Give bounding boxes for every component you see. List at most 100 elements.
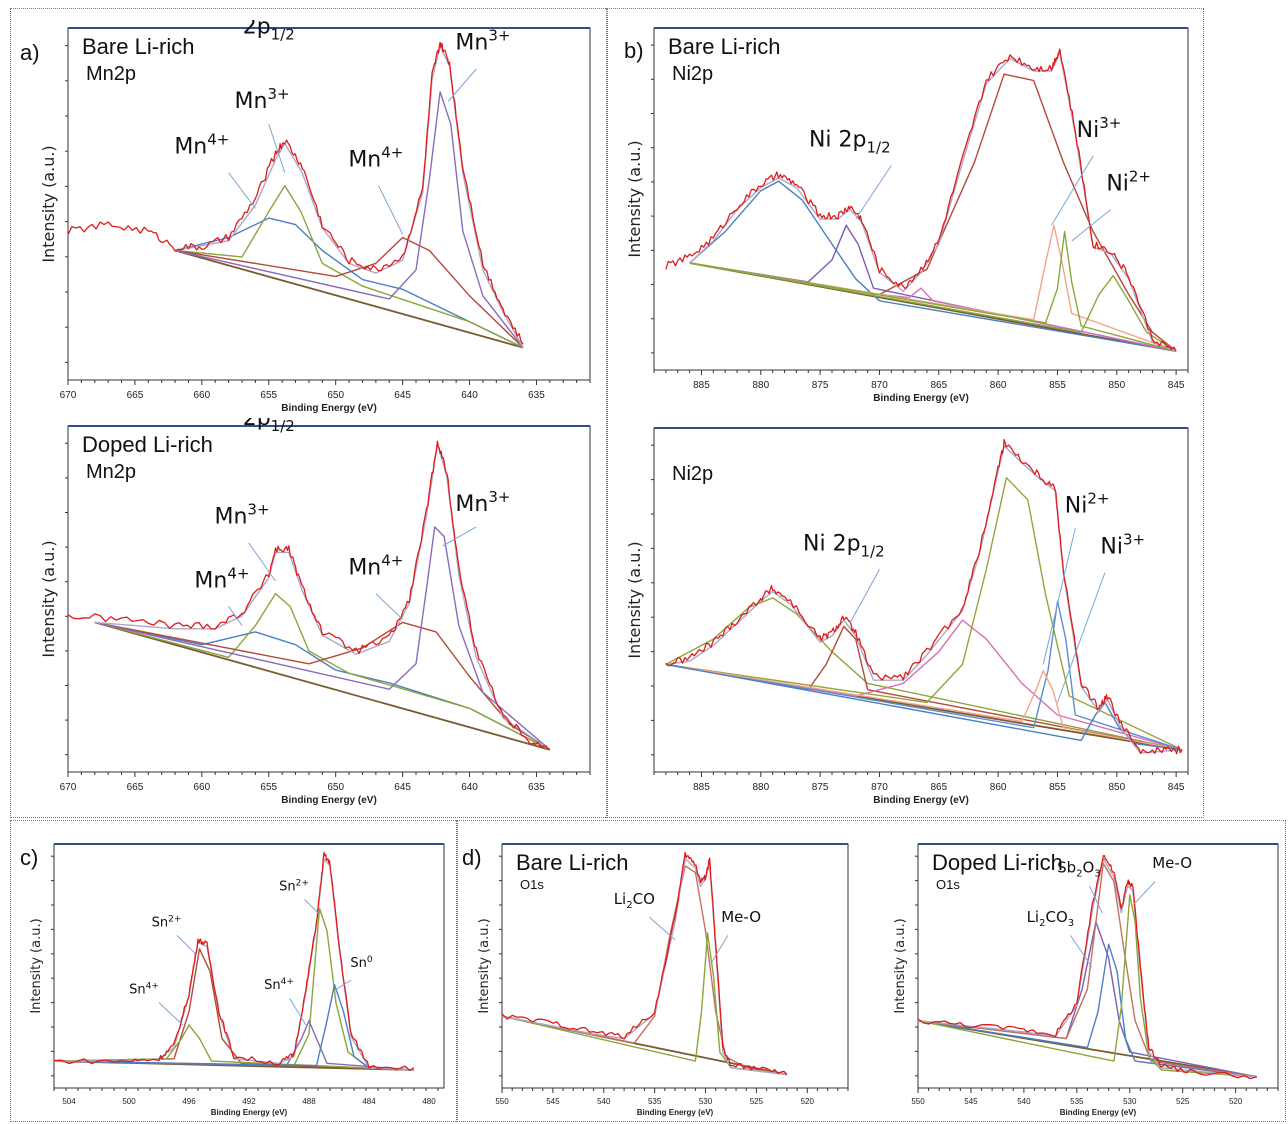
x-axis-label: Binding Energy (eV): [211, 1108, 288, 1117]
x-tick-label: 670: [60, 782, 77, 793]
y-axis-label: Intensity (a.u.): [477, 918, 492, 1013]
fit-envelope: [917, 857, 1257, 1078]
x-tick-label: 535: [1070, 1097, 1084, 1106]
fit-component: [175, 185, 524, 349]
raw-spectrum: [917, 854, 1257, 1080]
annotation-leader: [378, 185, 404, 235]
annotation-leader: [268, 124, 286, 173]
x-tick-label: 488: [302, 1097, 316, 1106]
x-tick-label: 650: [327, 782, 344, 793]
fit-component: [665, 597, 1183, 751]
peak-annotation: Ni 2p1/2: [809, 128, 891, 157]
x-tick-label: 855: [1049, 380, 1066, 391]
annotation-leader: [649, 917, 676, 941]
x-tick-label: 525: [1176, 1097, 1190, 1106]
x-tick-label: 530: [699, 1097, 713, 1106]
x-tick-label: 550: [495, 1097, 509, 1106]
chart-a-bare-mn2p: 670 665 660 655 650 645 640 635 Binding Energy (…: [30, 20, 596, 420]
x-tick-label: 520: [801, 1097, 815, 1106]
fit-component: [689, 230, 1177, 352]
x-tick-label: 865: [930, 782, 947, 793]
x-tick-label: 540: [597, 1097, 611, 1106]
peak-annotation: Mn3+: [455, 27, 510, 56]
x-tick-label: 855: [1049, 782, 1066, 793]
plot-frame: [653, 27, 1189, 371]
peak-annotation: Sb2O3: [1057, 858, 1101, 879]
peak-annotation: Sn2+: [279, 878, 309, 894]
chart-subtitle: Ni2p: [672, 463, 713, 485]
peak-annotation: Mn4+: [348, 143, 403, 172]
annotation-leader: [1042, 528, 1076, 665]
peak-annotation: Ni2+: [1065, 489, 1110, 518]
x-tick-label: 665: [127, 390, 144, 401]
fit-component: [665, 663, 1183, 751]
x-tick-label: 640: [461, 390, 478, 401]
peak-annotation: Ni3+: [1100, 531, 1145, 560]
x-tick-label: 870: [871, 782, 888, 793]
chart-title: Bare Li-rich: [82, 34, 194, 59]
x-tick-label: 660: [194, 782, 211, 793]
raw-spectrum: [67, 440, 551, 751]
peak-annotation: Li2CO3: [1027, 908, 1075, 929]
peak-annotation: Ni2+: [1106, 168, 1151, 197]
background-baseline: [94, 621, 551, 751]
fit-component: [501, 932, 787, 1076]
annotation-leader: [1056, 572, 1106, 703]
annotation-leader: [375, 593, 403, 620]
x-tick-label: 500: [122, 1097, 136, 1106]
fit-component: [689, 224, 1177, 352]
chart-title: Doped Li-rich: [932, 850, 1063, 875]
chart-subtitle: Mn2p: [86, 63, 136, 85]
plot-frame: [53, 843, 445, 1089]
annotation-leader: [442, 526, 477, 547]
y-axis-label: Intensity (a.u.): [39, 540, 58, 657]
x-tick-label: 860: [990, 782, 1007, 793]
chart-d-doped-o1s: 550 545 540 535 530 525 520 Binding Energy (eV)…: [888, 828, 1284, 1118]
chart-b-bare-ni2p: 885 880 875 870 865 860 855 850 845 Binding Energ…: [618, 20, 1194, 410]
x-tick-label: 885: [693, 782, 710, 793]
fit-component: [174, 91, 524, 349]
annotation-leader: [1070, 935, 1093, 968]
x-tick-label: 480: [422, 1097, 436, 1106]
chart-svg-a-top: 670 665 660 655 650 645 640 635 Binding Energy (…: [39, 20, 591, 414]
x-tick-label: 655: [260, 782, 277, 793]
fit-component: [917, 894, 1257, 1078]
annotation-leader: [711, 935, 729, 963]
x-tick-label: 870: [871, 380, 888, 391]
annotation-leader: [855, 165, 892, 220]
x-tick-label: 540: [1017, 1097, 1031, 1106]
x-tick-label: 645: [394, 782, 411, 793]
x-tick-label: 850: [1108, 380, 1125, 391]
annotation-leader: [289, 997, 307, 1026]
peak-annotation: Li2CO: [614, 890, 655, 911]
annotation-leader: [228, 606, 243, 626]
chart-svg-c: 504 500 496 492 488 484 480 Binding Energy (eV)…: [29, 843, 445, 1117]
annotation-leader: [1089, 885, 1103, 914]
x-tick-label: 504: [62, 1097, 76, 1106]
fit-component: [665, 600, 1183, 751]
annotation-leader: [1051, 155, 1094, 226]
chart-b-doped-ni2p: 885 880 875 870 865 860 855 850 845 Binding Energ…: [618, 420, 1194, 812]
fit-component: [53, 984, 415, 1071]
raw-spectrum: [53, 851, 415, 1071]
y-axis-label: Intensity (a.u.): [893, 918, 908, 1013]
fit-component: [53, 1024, 415, 1071]
panel-label-b: b): [624, 38, 644, 63]
fit-component: [174, 217, 524, 349]
chart-subtitle: Ni2p: [672, 63, 713, 85]
panel-label-a: a): [20, 40, 40, 65]
y-axis-label: Intensity (a.u.): [39, 145, 58, 262]
x-axis-label: Binding Energy (eV): [281, 795, 377, 806]
raw-spectrum: [665, 48, 1177, 352]
chart-d-bare-o1s: 550 545 540 535 530 525 520 Binding Energy (eV)…: [474, 828, 854, 1118]
x-tick-label: 525: [750, 1097, 764, 1106]
peak-annotation: Sn0: [350, 955, 373, 971]
x-tick-label: 550: [911, 1097, 925, 1106]
x-tick-label: 875: [812, 782, 829, 793]
x-tick-label: 845: [1168, 782, 1185, 793]
annotation-leader: [176, 934, 196, 954]
chart-svg-b-top: 885 880 875 870 865 860 855 850 845 Binding Energ…: [625, 27, 1189, 404]
fit-envelope: [94, 443, 551, 751]
fit-component: [501, 865, 788, 1076]
peak-annotation: Me-O: [1152, 854, 1192, 872]
